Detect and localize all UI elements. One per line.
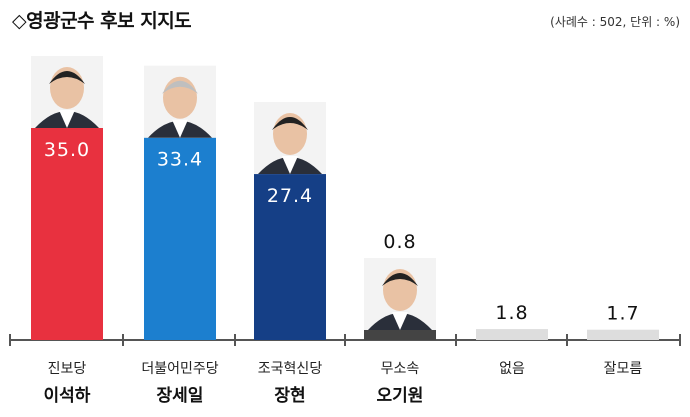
category-label-5: 없음 (499, 361, 525, 377)
candidate-label-3: 장현 (274, 386, 305, 406)
value-label-2: 33.4 (157, 149, 203, 171)
bar-2 (144, 137, 216, 340)
value-label-4: 0.8 (383, 231, 416, 253)
category-label-3: 조국혁신당 (258, 361, 323, 377)
bar-4 (364, 330, 436, 340)
candidate-label-1: 이석하 (44, 386, 91, 406)
chart-title: ◇영광군수 후보 지지도 (12, 10, 192, 32)
category-label-6: 잘모름 (604, 361, 643, 377)
category-label-1: 진보당 (48, 361, 87, 377)
bar-6 (587, 329, 659, 340)
candidate-photo-1 (31, 56, 103, 128)
candidate-label-2: 장세일 (157, 386, 204, 406)
value-label-1: 35.0 (44, 139, 90, 161)
candidate-photo-4 (364, 258, 436, 330)
bar-1 (31, 128, 103, 340)
value-label-3: 27.4 (267, 185, 313, 207)
value-label-5: 1.8 (495, 302, 528, 324)
category-label-4: 무소속 (381, 361, 420, 377)
candidate-label-4: 오기원 (377, 386, 424, 406)
candidate-photo-2 (144, 65, 216, 138)
candidate-photo-3 (254, 102, 326, 175)
bar-5 (476, 329, 548, 340)
chart-note: (사례수 : 502, 단위 : %) (550, 15, 680, 29)
category-label-2: 더불어민주당 (141, 361, 218, 377)
bar-3 (254, 174, 326, 340)
value-label-6: 1.7 (606, 303, 639, 325)
